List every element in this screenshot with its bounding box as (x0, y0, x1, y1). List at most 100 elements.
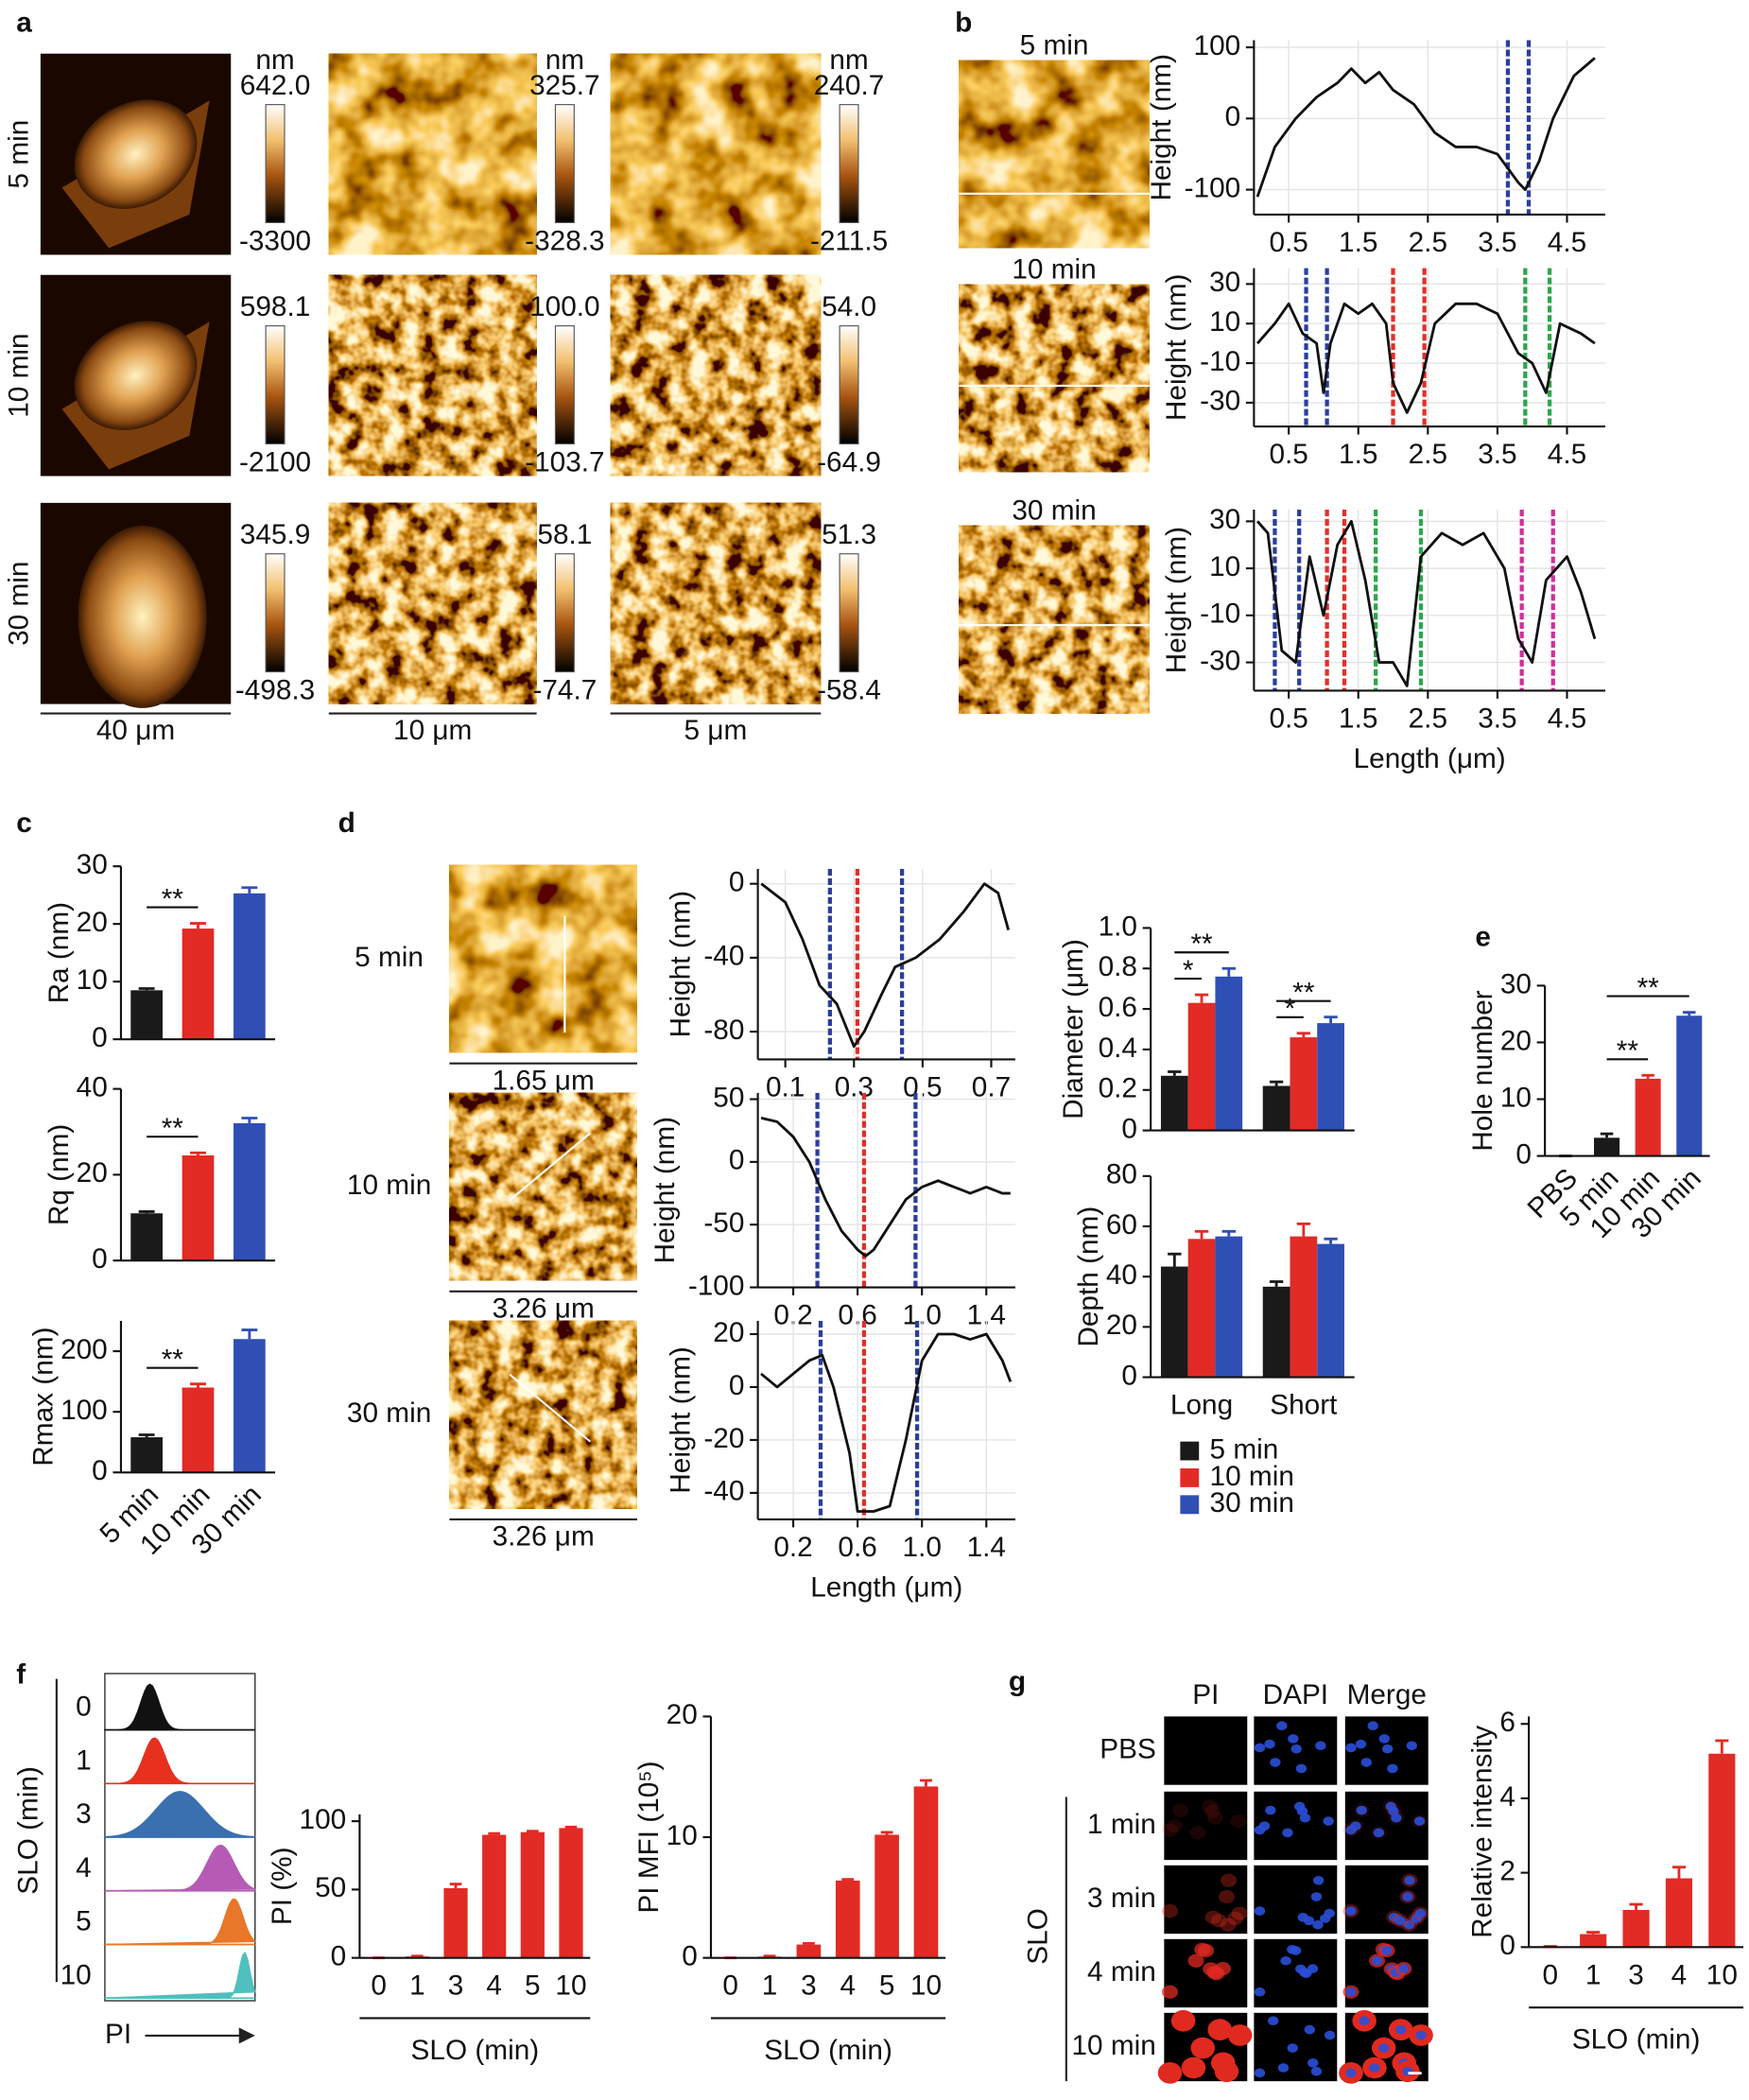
scale-label: 10 μm (393, 715, 472, 746)
pi-signal (1170, 2009, 1196, 2032)
afm-image (328, 502, 537, 704)
y-tick-label: 200 (61, 1334, 108, 1365)
colorbar (265, 325, 286, 445)
y-axis-label: Depth (nm) (1073, 1206, 1104, 1347)
profile-line (1255, 519, 1597, 687)
panel-label: a (16, 7, 32, 38)
y-tick-label: 0 (729, 867, 745, 898)
pi-signal (1207, 2019, 1233, 2040)
bar (130, 990, 163, 1040)
pi-signal (1198, 1943, 1215, 1958)
x-tick-label: 1 (409, 1970, 425, 2002)
histogram (104, 1737, 255, 1784)
histogram (104, 1683, 255, 1731)
y-tick-label: 0 (1499, 1930, 1515, 1961)
row-label: 0 (76, 1692, 92, 1723)
y-axis-label: Relative intensity (1466, 1726, 1498, 1938)
nucleus (1387, 1763, 1398, 1774)
pi-signal (1161, 1823, 1179, 1837)
colorbar-max: 51.3 (822, 519, 876, 550)
nucleus (1312, 1875, 1325, 1885)
y-axis-label: Rq (nm) (43, 1124, 75, 1226)
row-label: 4 (76, 1852, 92, 1883)
legend-label: 30 min (1210, 1487, 1294, 1519)
x-tick-label: 5 (879, 1970, 895, 2002)
bar (1317, 1243, 1344, 1378)
x-tick-label: 0 (722, 1970, 738, 2002)
y-tick-label: 50 (315, 1872, 346, 1903)
pi-signal (1167, 1819, 1184, 1833)
row-label: 5 min (355, 942, 424, 973)
bar (1290, 1037, 1318, 1131)
x-tick-label: 2.5 (1409, 227, 1447, 258)
nucleus (1345, 2068, 1357, 2078)
nucleus (1398, 1964, 1410, 1973)
y-tick-label: 10 (1209, 306, 1240, 338)
afm-image (959, 60, 1150, 249)
bar (482, 1834, 507, 1958)
bar (182, 1154, 215, 1261)
bar (1187, 1239, 1216, 1378)
y-tick-label: -50 (703, 1207, 744, 1239)
row-label: 30 min (1012, 495, 1096, 527)
y-tick-label: 0.6 (1099, 992, 1137, 1023)
profile-cut (509, 1132, 592, 1202)
row-label: 30 min (347, 1397, 431, 1429)
fluorescence-image (1164, 1791, 1248, 1861)
y-tick-label: -10 (1200, 599, 1240, 630)
y-tick-label: 6 (1499, 1707, 1515, 1738)
colorbar (265, 104, 286, 223)
colorbar-min: -2100 (239, 447, 311, 478)
nucleus (1304, 2024, 1315, 2035)
y-tick-label: 20 (1500, 1025, 1532, 1056)
y-tick-label: 0 (331, 1941, 347, 1972)
x-axis-label: Length (μm) (1354, 743, 1506, 774)
row-label: 30 min (3, 562, 34, 646)
scale-label: 40 μm (96, 715, 175, 746)
y-tick-label: -40 (703, 1476, 744, 1507)
x-tick-label: 10 (555, 1970, 586, 2002)
colorbar-unit: nm (255, 44, 294, 76)
nucleus (1403, 1919, 1415, 1930)
colorbar-max: 642.0 (240, 70, 310, 101)
x-tick-label: 2.5 (1409, 439, 1447, 470)
colorbar-min: -3300 (239, 226, 311, 257)
x-tick-label: 1.5 (1339, 227, 1377, 258)
y-tick-label: 4 (1499, 1781, 1515, 1813)
x-tick-label: 1.4 (967, 1532, 1006, 1563)
x-axis-label: Length (μm) (810, 1572, 962, 1604)
bar (1594, 1137, 1620, 1156)
y-tick-label: -10 (1200, 346, 1240, 377)
colorbar-max: 240.7 (814, 70, 885, 101)
x-tick-label: 4.5 (1548, 439, 1586, 470)
afm-image (610, 502, 822, 704)
axis-label: PI (105, 2019, 131, 2050)
bar (130, 1213, 163, 1261)
pi-signal (1218, 1889, 1235, 1904)
nucleus (1324, 2030, 1336, 2040)
y-tick-label: 20 (667, 1699, 698, 1730)
x-tick-label: 0 (1543, 1959, 1559, 1990)
nucleus (1299, 1968, 1310, 1977)
nucleus (1254, 2068, 1266, 2078)
y-tick-label: 100 (1194, 30, 1241, 61)
row-label: 5 min (1020, 29, 1089, 61)
afm-image (328, 274, 537, 477)
pi-signal (1220, 1918, 1237, 1932)
nucleus (1324, 1908, 1335, 1918)
nucleus (1276, 1721, 1288, 1731)
pi-signal (1214, 1962, 1231, 1976)
profile-cut (509, 1373, 592, 1443)
column-header: DAPI (1263, 1679, 1328, 1710)
legend-swatch (1180, 1467, 1200, 1487)
y-tick-label: -30 (1200, 645, 1240, 676)
x-tick-label: 1.5 (1339, 439, 1377, 470)
x-tick-label: 1.0 (903, 1532, 942, 1563)
x-tick-label: 0.6 (838, 1532, 876, 1563)
colorbar-min: -211.5 (810, 226, 888, 257)
cell (74, 321, 198, 430)
x-tick-label: 0 (371, 1970, 387, 2002)
x-tick-label: 0.3 (835, 1071, 874, 1102)
y-tick-label: 20 (1106, 1310, 1137, 1341)
